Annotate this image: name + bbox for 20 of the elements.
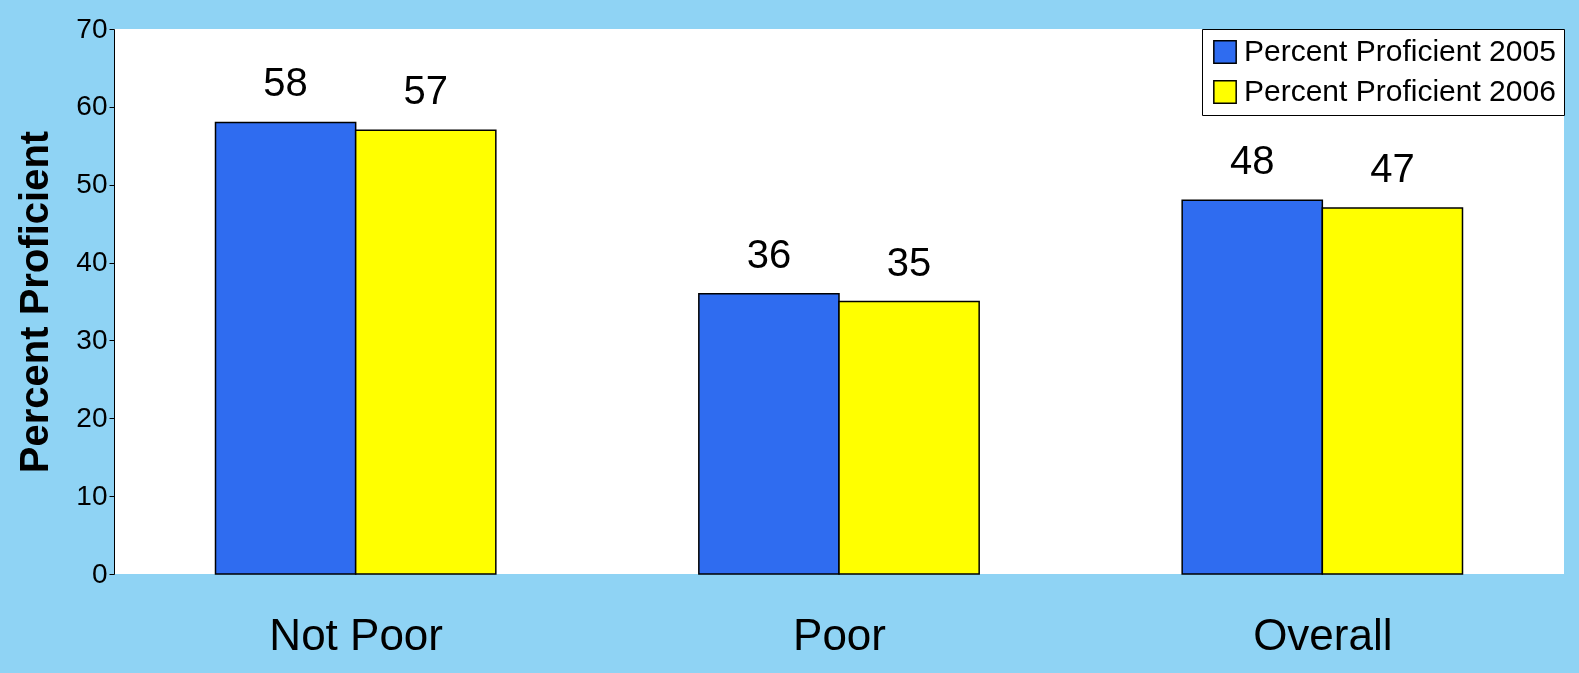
y-tick-label: 60 <box>76 90 108 122</box>
legend-label: Percent Proficient 2006 <box>1244 74 1556 107</box>
x-tick-label: Overall <box>1253 609 1393 659</box>
y-tick-label: 0 <box>91 557 108 589</box>
x-tick-label: Poor <box>793 609 886 659</box>
data-label: 47 <box>1370 146 1415 191</box>
y-tick-label: 10 <box>76 479 108 511</box>
y-tick-label: 20 <box>76 401 108 433</box>
y-axis-title: Percent Proficient <box>12 130 57 474</box>
y-tick-label: 40 <box>76 246 108 278</box>
data-label: 35 <box>886 239 932 284</box>
data-label: 57 <box>403 68 448 113</box>
data-label: 58 <box>263 60 308 105</box>
data-label: 36 <box>746 231 792 276</box>
x-tick-label: Not Poor <box>269 609 443 659</box>
legend-label: Percent Proficient 2005 <box>1244 34 1556 67</box>
y-tick-label: 50 <box>76 168 108 200</box>
y-tick-label: 70 <box>76 12 108 44</box>
data-label: 48 <box>1230 138 1275 183</box>
y-tick-label: 30 <box>76 323 108 355</box>
